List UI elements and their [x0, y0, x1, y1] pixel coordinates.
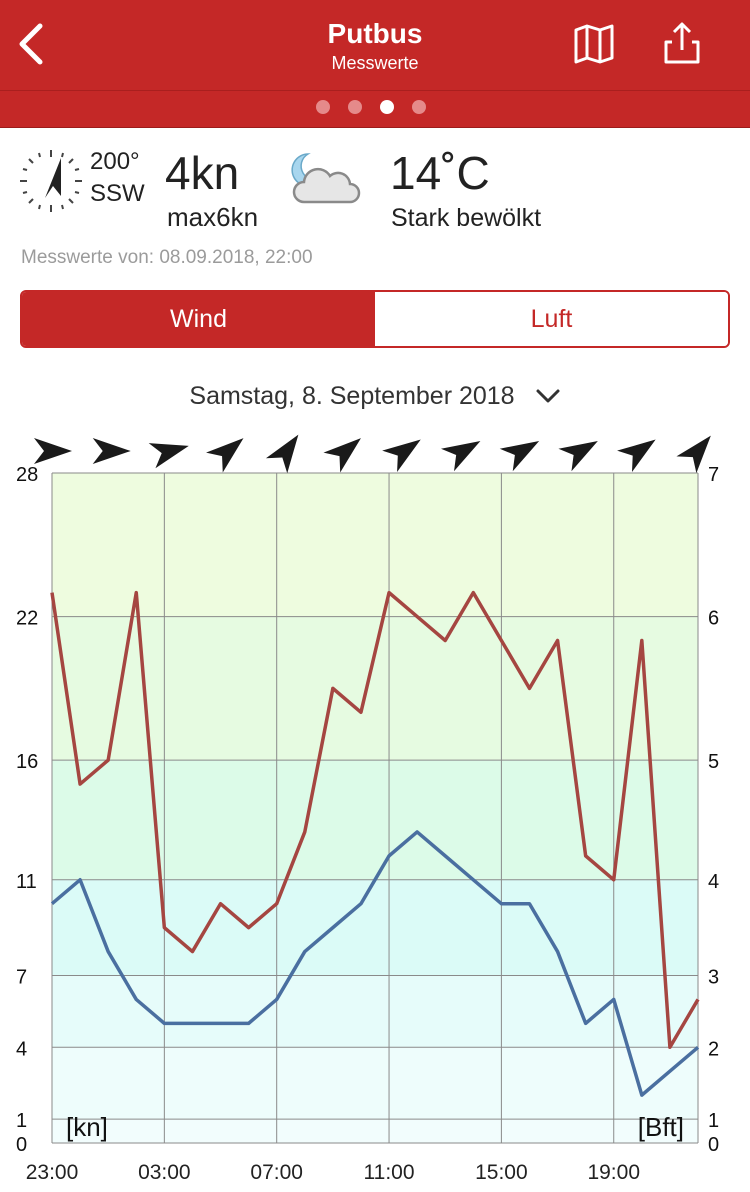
- arrow-shape: [265, 434, 299, 474]
- beaufort-band: [52, 1047, 698, 1120]
- series-line-gusts: [50, 590, 700, 1050]
- date-selector[interactable]: Samstag, 8. September 2018: [0, 376, 750, 416]
- weather-condition: Stark bewölkt: [391, 204, 542, 232]
- y-tick-label-left: 28: [16, 464, 38, 486]
- y-tick-label-right: 6: [708, 608, 719, 630]
- page-indicator[interactable]: [316, 100, 426, 116]
- wind-direction-arrow: [206, 438, 244, 473]
- beaufort-band: [52, 473, 698, 617]
- x-tick-label: 07:00: [250, 1161, 303, 1184]
- series-line-mean: [50, 830, 700, 1097]
- beaufort-band: [52, 975, 698, 1048]
- measurement-timestamp: Messwerte von: 08.09.2018, 22:00: [21, 247, 313, 268]
- temperature: 14˚C: [390, 147, 490, 199]
- beaufort-band: [52, 616, 698, 761]
- arrow-shape: [206, 438, 244, 473]
- wind-direction-arrow: [265, 434, 299, 474]
- x-tick-label: 19:00: [587, 1161, 640, 1184]
- page-title: Putbus: [327, 18, 423, 49]
- arrow-shape: [34, 438, 72, 464]
- arrow-shape: [676, 435, 711, 474]
- arrow-shape: [382, 439, 421, 472]
- right-unit-label: [Bft]: [638, 1112, 684, 1142]
- map-icon: [574, 24, 614, 64]
- beaufort-band: [52, 879, 698, 976]
- beaufort-band: [52, 760, 698, 880]
- wind-compass-icon: [20, 150, 82, 212]
- date-label: Samstag, 8. September 2018: [189, 381, 515, 410]
- chevron-left-icon: [19, 23, 43, 65]
- chevron-down-icon: [536, 389, 560, 403]
- page-dot[interactable]: [412, 100, 426, 114]
- tab-wind[interactable]: Wind: [22, 292, 375, 346]
- arrow-shape: [148, 443, 189, 469]
- moon-cloud-icon: [291, 153, 361, 204]
- wind-direction-arrow: [34, 438, 72, 464]
- arrow-shape: [323, 438, 361, 473]
- y-tick-label-right: 0: [708, 1134, 719, 1156]
- arrow-shape: [558, 441, 598, 472]
- wind-direction-arrow: [617, 439, 656, 472]
- y-tick-label-right: 1: [708, 1110, 719, 1132]
- left-unit-label: [kn]: [66, 1112, 108, 1142]
- map-button[interactable]: [572, 22, 616, 66]
- share-button[interactable]: [660, 20, 704, 66]
- y-tick-label-right: 3: [708, 967, 719, 989]
- page-subtitle: Messwerte: [331, 53, 419, 73]
- wind-direction-arrow: [382, 439, 421, 472]
- y-tick-label-right: 5: [708, 751, 719, 773]
- y-tick-label-right: 2: [708, 1038, 719, 1060]
- wind-direction: SSW: [90, 180, 145, 207]
- arrow-shape: [499, 441, 540, 472]
- page-dot[interactable]: [316, 100, 330, 114]
- wind-direction-arrow: [676, 435, 711, 474]
- wind-degrees: 200°: [90, 148, 140, 175]
- y-tick-label-right: 4: [708, 871, 719, 893]
- arrow-shape: [441, 441, 481, 472]
- wind-direction-arrow: [323, 438, 361, 473]
- x-tick-label: 11:00: [364, 1161, 415, 1184]
- wind-direction-arrow: [558, 441, 598, 472]
- wind-speed: 4kn: [165, 147, 240, 199]
- wind-direction-arrow: [92, 438, 131, 464]
- app-header: Putbus Messwerte: [0, 0, 750, 90]
- beaufort-band: [52, 1119, 698, 1143]
- y-tick-label-right: 7: [708, 464, 719, 486]
- wind-direction-arrow: [499, 441, 540, 472]
- y-tick-label-left: 11: [16, 871, 37, 893]
- page-dot[interactable]: [348, 100, 362, 114]
- y-tick-label-left: 4: [16, 1038, 27, 1060]
- y-tick-label-left: 7: [16, 967, 27, 989]
- arrow-shape: [617, 439, 656, 472]
- back-button[interactable]: [12, 18, 56, 70]
- x-tick-label: 23:00: [26, 1161, 79, 1184]
- wind-direction-arrow: [148, 443, 189, 469]
- share-icon: [664, 22, 700, 64]
- x-tick-label: 03:00: [138, 1161, 191, 1184]
- x-tick-label: 15:00: [475, 1161, 528, 1184]
- y-tick-label-left: 22: [16, 608, 38, 630]
- y-tick-label-left: 0: [16, 1134, 27, 1156]
- wind-direction-arrow: [441, 441, 481, 472]
- wind-air-segmented-control: Wind Luft: [20, 290, 730, 348]
- tab-luft[interactable]: Luft: [375, 292, 728, 346]
- y-tick-label-left: 16: [16, 751, 38, 773]
- wind-max: max6kn: [167, 202, 259, 232]
- page-indicator-bar: [0, 90, 750, 128]
- page-dot-active[interactable]: [380, 100, 394, 114]
- arrow-shape: [92, 438, 131, 464]
- y-tick-label-left: 1: [16, 1110, 27, 1132]
